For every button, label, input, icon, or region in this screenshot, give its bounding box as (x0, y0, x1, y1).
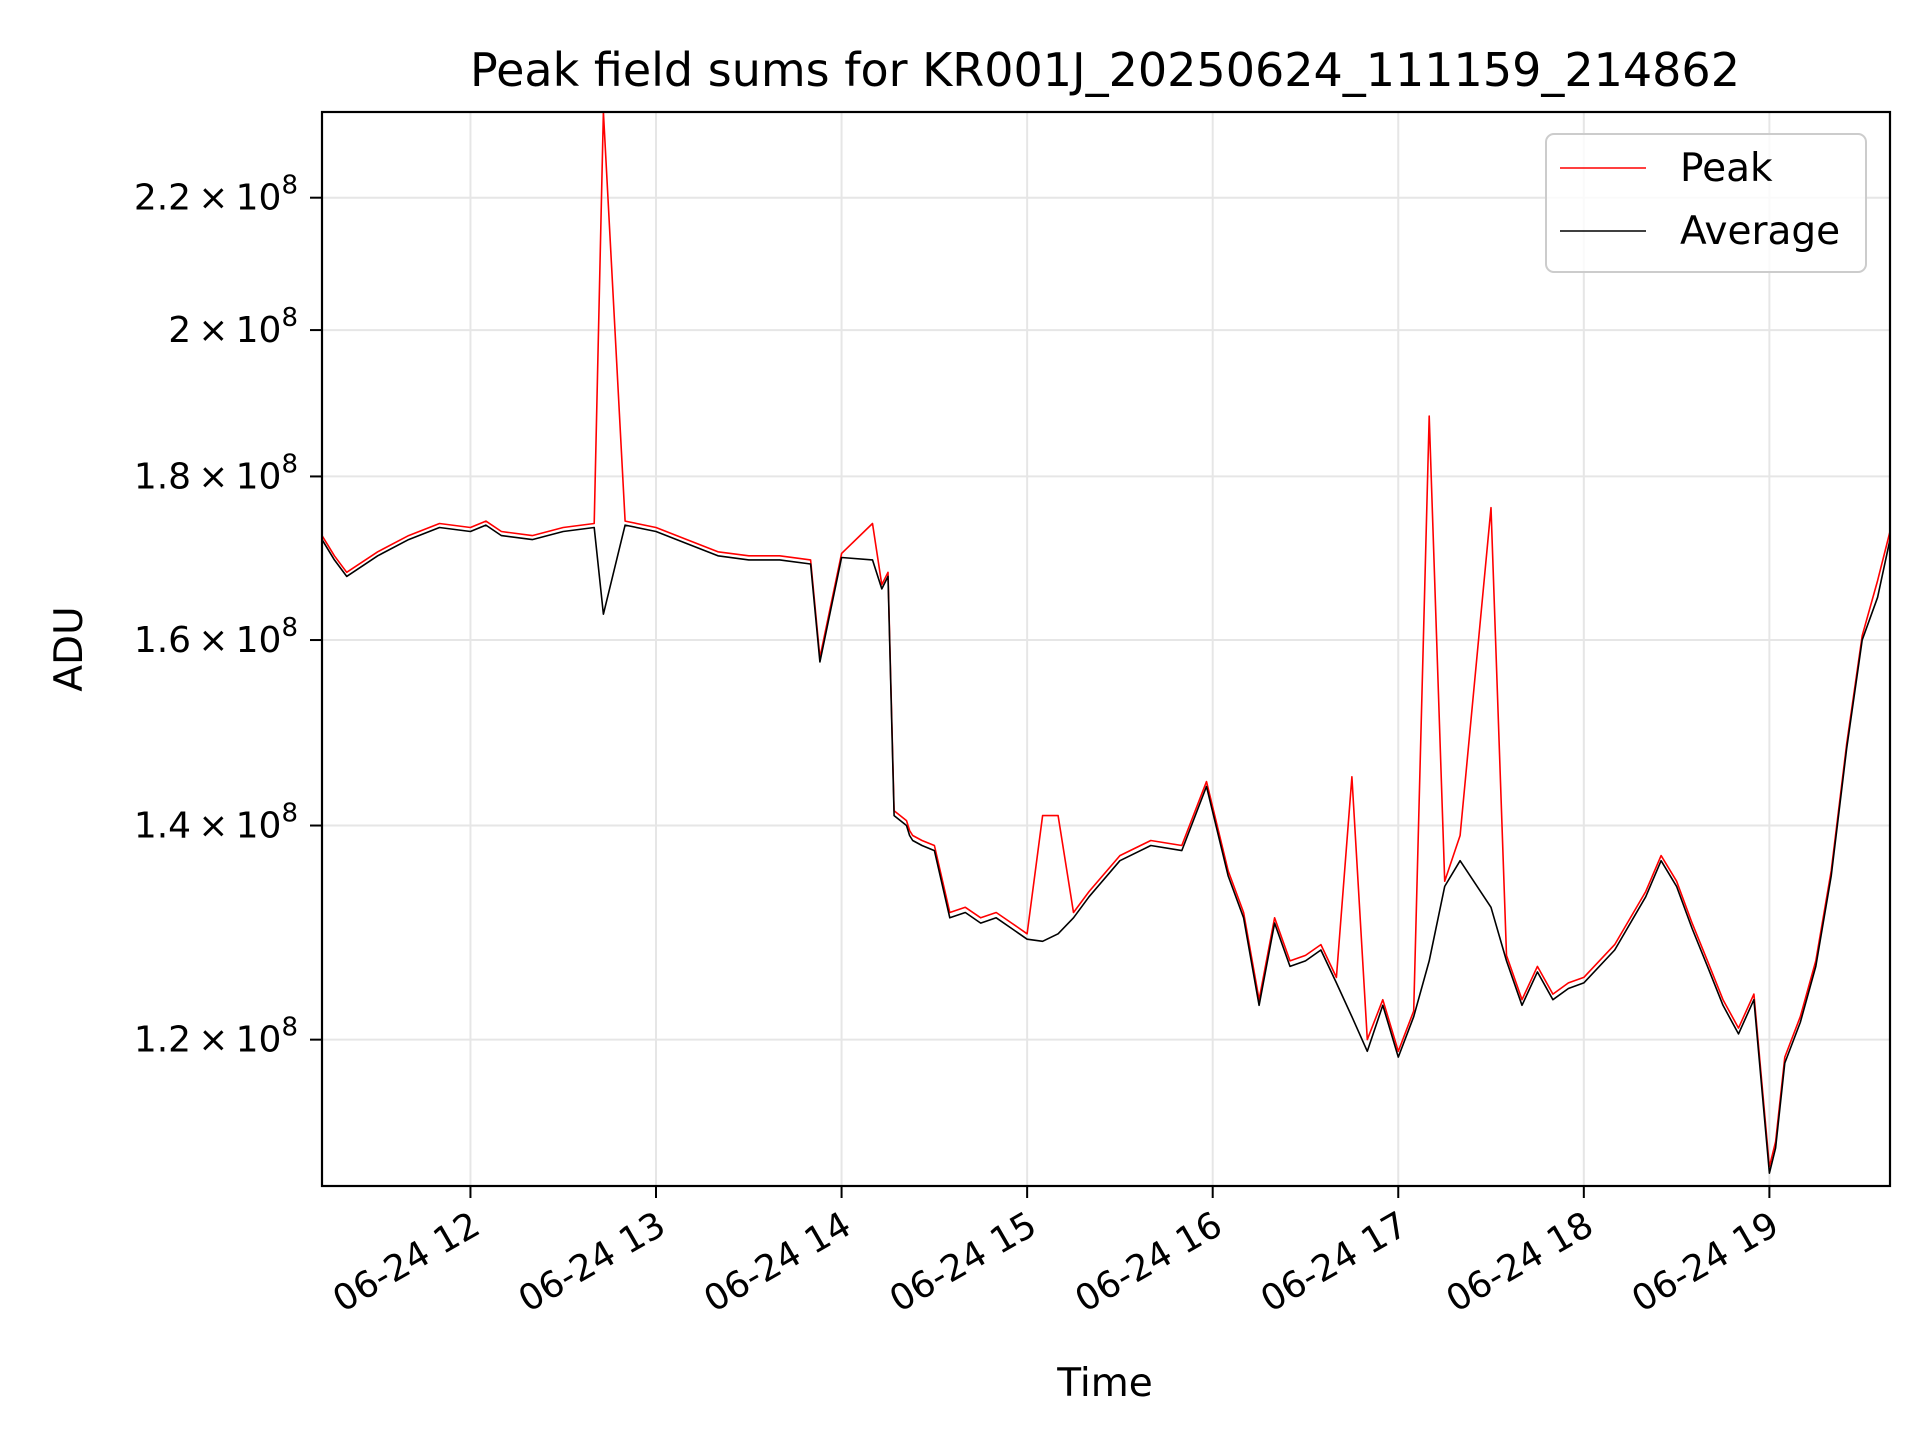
y-tick-mantissa: 1.8 (134, 456, 191, 497)
y-tick-mantissa: 1.6 (134, 620, 191, 661)
chart-title: Peak field sums for KR001J_20250624_1111… (470, 43, 1740, 97)
series-line-average (321, 524, 1891, 1174)
y-tick-base: × 10 (191, 806, 281, 847)
y-tick-base: × 10 (191, 456, 281, 497)
y-tick-mantissa: 1.4 (134, 806, 191, 847)
y-tick-label: 2 × 108 (168, 303, 298, 351)
y-tick-exponent: 8 (281, 613, 298, 643)
y-axis-label: ADU (47, 606, 92, 691)
series-layer (321, 111, 1891, 1174)
legend: Peak Average (1545, 133, 1867, 273)
grid-lines (322, 112, 1890, 1186)
y-tick-base: × 10 (191, 1020, 281, 1061)
y-tick-base: × 10 (191, 178, 281, 219)
y-tick-base: × 10 (191, 620, 281, 661)
y-tick-mantissa: 2.2 (134, 178, 191, 219)
y-tick-exponent: 8 (281, 303, 298, 333)
y-tick-base: × 10 (191, 310, 281, 351)
y-tick-mantissa: 2 (168, 310, 191, 351)
y-tick-exponent: 8 (281, 799, 298, 829)
y-tick-exponent: 8 (281, 1013, 298, 1043)
legend-label-average: Average (1680, 209, 1840, 254)
y-tick-exponent: 8 (281, 449, 298, 479)
y-tick-label: 1.2 × 108 (134, 1013, 298, 1061)
x-axis-label: Time (1056, 1361, 1152, 1406)
series-line-peak (321, 111, 1891, 1168)
y-tick-exponent: 8 (281, 171, 298, 201)
y-tick-label: 2.2 × 108 (134, 171, 298, 219)
legend-label-peak: Peak (1680, 146, 1773, 191)
y-tick-mantissa: 1.2 (134, 1020, 191, 1061)
plot-area-frame (320, 110, 1892, 1188)
y-tick-label: 1.8 × 108 (134, 449, 298, 497)
y-tick-label: 1.4 × 108 (134, 799, 298, 847)
y-tick-label: 1.6 × 108 (134, 613, 298, 661)
